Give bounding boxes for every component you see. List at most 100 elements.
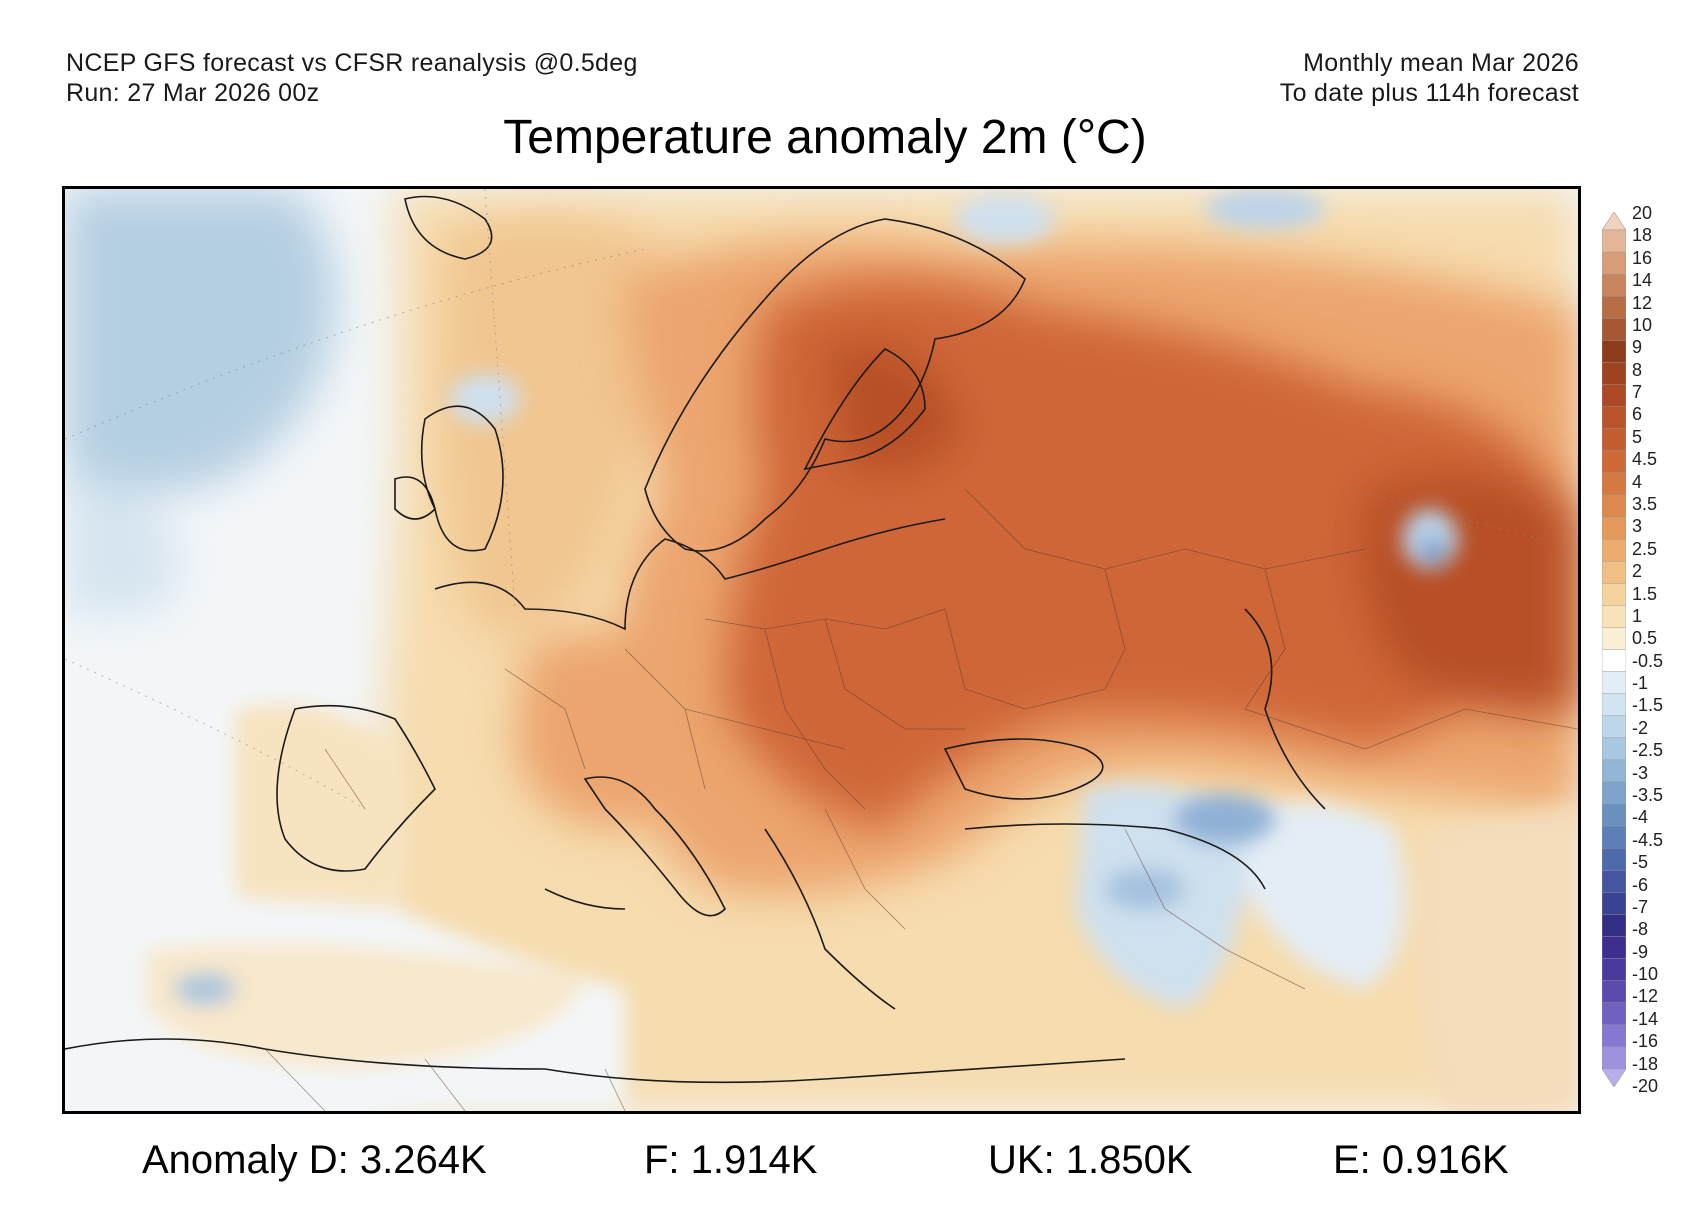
anomaly-map	[62, 186, 1581, 1114]
colorbar-bin	[1602, 715, 1626, 739]
graticule	[65, 189, 1578, 810]
colorbar-tick-label: -2.5	[1632, 740, 1664, 761]
colorbar-bottom-arrow	[1602, 1068, 1626, 1087]
period-info: Monthly mean Mar 2026 To date plus 114h …	[1280, 48, 1579, 108]
anomaly-germany: Anomaly D: 3.264K	[142, 1138, 487, 1182]
anomaly-uk: UK: 1.850K	[988, 1138, 1193, 1182]
colorbar-bin	[1602, 671, 1626, 695]
hot-field	[725, 279, 1578, 829]
colorbar-tick-label: 6	[1632, 404, 1643, 425]
colorbar-tick-label: -20	[1632, 1076, 1659, 1096]
colorbar-bin	[1602, 980, 1626, 1004]
colorbar-bin	[1602, 1002, 1626, 1026]
colorbar-bin	[1602, 958, 1626, 982]
run-info: NCEP GFS forecast vs CFSR reanalysis @0.…	[66, 48, 638, 108]
run-time: Run: 27 Mar 2026 00z	[66, 79, 320, 107]
colorbar-bin	[1602, 406, 1626, 430]
colorbar-bin	[1602, 516, 1626, 540]
colorbar-top-arrow	[1602, 212, 1626, 231]
colorbar-tick-label: -0.5	[1632, 650, 1664, 671]
colorbar-bin	[1602, 318, 1626, 342]
colorbar-bin	[1602, 450, 1626, 474]
colorbar-bin	[1602, 273, 1626, 297]
colorbar-tick-label: 5	[1632, 426, 1643, 447]
forecast-range: To date plus 114h forecast	[1279, 79, 1579, 107]
colorbar-tick-label: -1	[1632, 673, 1649, 694]
colorbar-tick-label: -3	[1632, 762, 1649, 783]
cold-atlantic-field	[65, 189, 336, 619]
colorbar	[1602, 212, 1626, 1087]
colorbar-tick-label: -18	[1632, 1053, 1659, 1074]
colorbar-bin	[1602, 583, 1626, 607]
colorbar-tick-label: -3.5	[1632, 785, 1664, 805]
colorbar-tick-label: 3	[1632, 516, 1643, 537]
colorbar-tick-label: -8	[1632, 919, 1649, 940]
colorbar-tick-label: 14	[1632, 270, 1653, 291]
colorbar-bin	[1602, 1046, 1626, 1070]
colorbar-bin	[1602, 428, 1626, 452]
colorbar-bin	[1602, 229, 1626, 253]
colorbar-tick-label: 2.5	[1632, 538, 1658, 559]
colorbar-tick-label: -9	[1632, 941, 1649, 962]
colorbar-tick-label: 20	[1632, 203, 1653, 223]
colorbar-bin	[1602, 340, 1626, 364]
anomaly-france: F: 1.914K	[644, 1138, 818, 1182]
colorbar-tick-label: 9	[1632, 337, 1643, 358]
colorbar-tick-label: -4.5	[1632, 829, 1664, 850]
colorbar-bin	[1602, 803, 1626, 827]
colorbar-bin	[1602, 914, 1626, 938]
colorbar-bin	[1602, 295, 1626, 320]
colorbar-bin	[1602, 538, 1626, 562]
colorbar-bin	[1602, 759, 1626, 783]
colorbar-tick-label: 12	[1632, 292, 1653, 313]
colorbar-bin	[1602, 649, 1626, 673]
colorbar-bin	[1602, 384, 1626, 408]
borders	[264, 488, 1578, 1111]
colorbar-tick-label: 4	[1632, 471, 1643, 492]
colorbar-tick-label: 18	[1632, 225, 1653, 246]
colorbar-bin	[1602, 892, 1626, 916]
colorbar-bin	[1602, 693, 1626, 717]
colorbar-bin	[1602, 362, 1626, 386]
coastlines	[65, 195, 1326, 1084]
colorbar-tick-label: -5	[1632, 852, 1649, 873]
anomaly-spain: E: 0.916K	[1333, 1138, 1509, 1182]
colorbar-tick-label: -6	[1632, 874, 1649, 895]
colorbar-bin	[1602, 847, 1626, 872]
colorbar-bin	[1602, 560, 1626, 585]
colorbar-bin	[1602, 472, 1626, 496]
colorbar-tick-label: -10	[1632, 964, 1659, 985]
colorbar-bin	[1602, 737, 1626, 761]
colorbar-tick-label: 3.5	[1632, 494, 1658, 514]
colorbar-tick-label: 2	[1632, 561, 1643, 582]
colorbar-bin	[1602, 1024, 1626, 1048]
map-title: Temperature anomaly 2m (°C)	[503, 111, 1147, 164]
colorbar-bin	[1602, 251, 1626, 275]
colorbar-bin	[1602, 936, 1626, 960]
colorbar-tick-label: 16	[1632, 247, 1653, 268]
colorbar-tick-label: -12	[1632, 986, 1659, 1007]
colorbar-bin	[1602, 494, 1626, 518]
colorbar-tick-label: -7	[1632, 896, 1649, 917]
map-canvas	[65, 189, 1578, 1111]
colorbar-tick-label: 4.5	[1632, 449, 1658, 470]
cold-spots	[175, 189, 1458, 1004]
colorbar-tick-label: -16	[1632, 1031, 1659, 1052]
colorbar-tick-label: 10	[1632, 314, 1653, 335]
colorbar-tick-label: -14	[1632, 1008, 1659, 1029]
period-label: Monthly mean Mar 2026	[1303, 49, 1579, 77]
colorbar-tick-label: 1	[1632, 605, 1643, 626]
colorbar-tick-label: 8	[1632, 359, 1643, 380]
colorbar-tick-label: -2	[1632, 717, 1649, 738]
colorbar-bin	[1602, 825, 1626, 849]
colorbar-tick-label: 0.5	[1632, 628, 1658, 649]
colorbar-bin	[1602, 605, 1626, 629]
colorbar-tick-label: 1.5	[1632, 583, 1658, 604]
colorbar-tick-label: -4	[1632, 807, 1649, 828]
colorbar-bin	[1602, 627, 1626, 651]
model-description: NCEP GFS forecast vs CFSR reanalysis @0.…	[66, 49, 638, 77]
colorbar-bin	[1602, 870, 1626, 894]
colorbar-tick-label: 7	[1632, 382, 1643, 403]
colorbar-labels: 20 18 16 14 12 10 9 8 7 6 5 4.5 4 3.5 3 2.5 2 1.5 1 0.5 -0.5…	[1632, 204, 1689, 1095]
colorbar-bin	[1602, 781, 1626, 805]
